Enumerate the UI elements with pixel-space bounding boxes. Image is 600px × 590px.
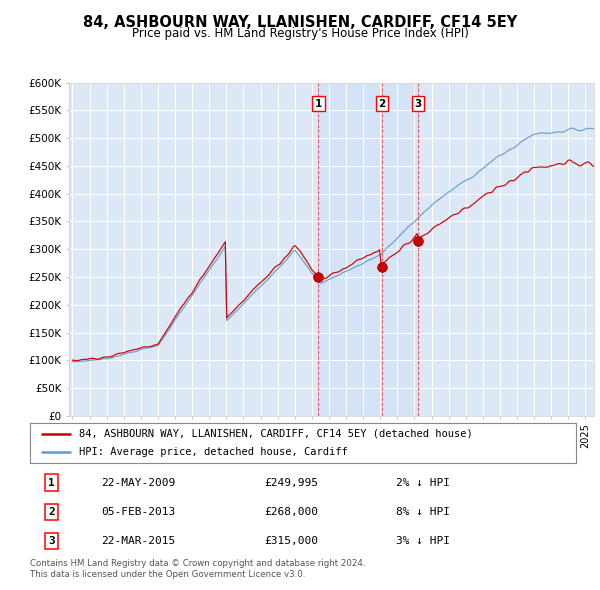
Text: 84, ASHBOURN WAY, LLANISHEN, CARDIFF, CF14 5EY: 84, ASHBOURN WAY, LLANISHEN, CARDIFF, CF… — [83, 15, 517, 30]
Text: 22-MAY-2009: 22-MAY-2009 — [101, 477, 175, 487]
Text: 3: 3 — [415, 99, 422, 109]
Text: 22-MAR-2015: 22-MAR-2015 — [101, 536, 175, 546]
Text: 2% ↓ HPI: 2% ↓ HPI — [396, 477, 450, 487]
Text: 84, ASHBOURN WAY, LLANISHEN, CARDIFF, CF14 5EY (detached house): 84, ASHBOURN WAY, LLANISHEN, CARDIFF, CF… — [79, 429, 473, 439]
Bar — [319, 83, 418, 416]
Text: £249,995: £249,995 — [265, 477, 319, 487]
Text: 3: 3 — [49, 536, 55, 546]
Text: Contains HM Land Registry data © Crown copyright and database right 2024.
This d: Contains HM Land Registry data © Crown c… — [30, 559, 365, 579]
Text: 05-FEB-2013: 05-FEB-2013 — [101, 507, 175, 517]
Text: £268,000: £268,000 — [265, 507, 319, 517]
Text: 3% ↓ HPI: 3% ↓ HPI — [396, 536, 450, 546]
Text: Price paid vs. HM Land Registry's House Price Index (HPI): Price paid vs. HM Land Registry's House … — [131, 27, 469, 40]
Text: £315,000: £315,000 — [265, 536, 319, 546]
Text: HPI: Average price, detached house, Cardiff: HPI: Average price, detached house, Card… — [79, 447, 348, 457]
Text: 1: 1 — [49, 477, 55, 487]
Text: 2: 2 — [378, 99, 385, 109]
Text: 8% ↓ HPI: 8% ↓ HPI — [396, 507, 450, 517]
Text: 1: 1 — [315, 99, 322, 109]
Text: 2: 2 — [49, 507, 55, 517]
